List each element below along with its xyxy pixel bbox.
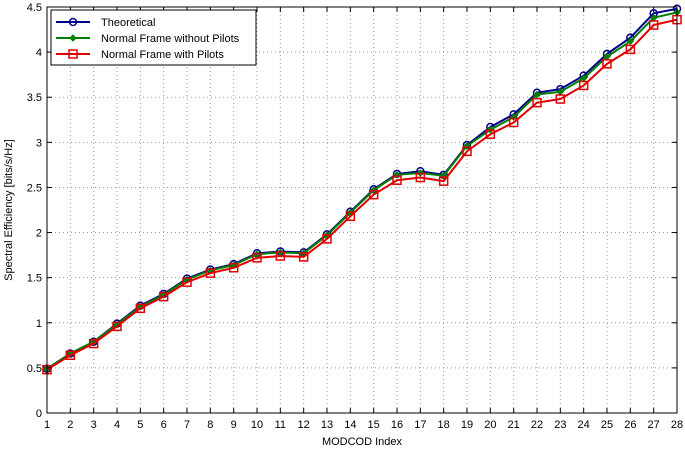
- plot-frame: [46, 6, 678, 414]
- legend-item: Normal Frame with Pilots: [56, 49, 224, 61]
- legend-label: Normal Frame without Pilots: [101, 33, 240, 45]
- data-point-square: [602, 59, 612, 69]
- data-point-diamond: [439, 172, 448, 180]
- x-tick-label: 23: [554, 419, 566, 431]
- x-tick-label: 10: [251, 419, 263, 431]
- y-tick-label: 2: [36, 228, 42, 240]
- data-point-square: [392, 175, 402, 185]
- axis-ticks: 1 2 3 4 5 6 7 8 9 10 11 12 13 14 15 16 17 18 19 20 21 22 23 24 2…: [27, 2, 683, 431]
- x-tick-label: 16: [391, 419, 403, 431]
- data-point-square: [532, 97, 542, 108]
- data-point-square: [205, 268, 216, 278]
- x-tick-label: 21: [508, 419, 520, 431]
- data-point-square: [135, 303, 146, 314]
- y-tick-label: 2.5: [27, 182, 42, 194]
- data-point-square: [65, 350, 76, 361]
- x-tick-label: 15: [368, 419, 380, 431]
- x-tick-label: 3: [91, 419, 97, 431]
- data-point-square: [322, 234, 332, 244]
- y-tick-label: 3: [36, 137, 42, 149]
- grid-lines: [47, 7, 677, 413]
- data-point-square: [158, 291, 169, 302]
- x-tick-label: 5: [137, 419, 143, 431]
- x-tick-label: 12: [298, 419, 310, 431]
- data-point-square: [275, 251, 286, 261]
- y-tick-label: 0: [36, 408, 42, 420]
- series-line: [46, 18, 678, 371]
- y-tick-label: 0.5: [27, 363, 42, 375]
- y-tick-label: 1: [36, 318, 42, 330]
- data-point-circle: [68, 17, 78, 27]
- x-tick-label: 4: [114, 419, 120, 431]
- x-tick-label: 9: [231, 419, 237, 431]
- x-tick-label: 20: [484, 419, 496, 431]
- y-tick-label: 1.5: [27, 273, 42, 285]
- data-point-diamond: [533, 90, 541, 99]
- x-tick-label: 26: [624, 419, 636, 431]
- data-point-square: [485, 129, 496, 139]
- series-3: [42, 14, 682, 375]
- x-tick-label: 24: [578, 419, 590, 431]
- data-point-square: [555, 94, 566, 104]
- data-point-square: [415, 172, 426, 183]
- y-axis-label: Spectral Efficiency [bits/s/Hz]: [3, 139, 15, 281]
- y-tick-label: 4.5: [27, 2, 42, 14]
- data-point-diamond: [626, 37, 635, 45]
- x-tick-label: 7: [184, 419, 190, 431]
- data-point-square: [438, 176, 449, 186]
- x-tick-label: 1: [44, 419, 50, 431]
- x-tick-label: 11: [275, 419, 286, 431]
- data-point-square: [625, 44, 636, 55]
- series-layer: [42, 4, 682, 375]
- x-tick-label: 28: [671, 419, 683, 431]
- data-point-square: [508, 117, 519, 128]
- data-point-square: [68, 49, 78, 59]
- x-tick-label: 27: [648, 419, 660, 431]
- data-point-square: [578, 80, 589, 91]
- x-tick-label: 18: [438, 419, 450, 431]
- legend-item: Theoretical: [56, 17, 155, 29]
- legend-label: Theoretical: [101, 17, 155, 29]
- x-tick-label: 14: [344, 419, 356, 431]
- legend: Theoretical Normal Frame without Pilots No…: [50, 9, 257, 66]
- data-point-square: [368, 189, 379, 200]
- data-point-square: [112, 321, 122, 332]
- data-point-square: [182, 277, 192, 287]
- x-tick-label: 6: [161, 419, 167, 431]
- x-tick-label: 13: [321, 419, 333, 431]
- data-point-square: [298, 252, 309, 262]
- data-point-square: [345, 211, 356, 222]
- series-line: [46, 11, 678, 370]
- x-tick-label: 19: [461, 419, 473, 431]
- x-tick-label: 25: [601, 419, 613, 431]
- data-point-diamond: [69, 34, 77, 42]
- data-point-square: [88, 338, 99, 349]
- x-tick-label: 17: [414, 419, 426, 431]
- data-point-square: [228, 262, 239, 273]
- x-tick-label: 8: [207, 419, 213, 431]
- x-tick-label: 22: [531, 419, 543, 431]
- data-point-square: [252, 253, 262, 263]
- x-tick-label: 2: [67, 419, 73, 431]
- legend-item: Normal Frame without Pilots: [56, 33, 240, 45]
- data-point-square: [462, 146, 472, 157]
- y-tick-label: 4: [36, 47, 42, 59]
- legend-label: Normal Frame with Pilots: [101, 49, 224, 61]
- y-tick-label: 3.5: [27, 92, 42, 104]
- data-point-square: [648, 20, 659, 30]
- x-axis-label: MODCOD Index: [322, 436, 403, 448]
